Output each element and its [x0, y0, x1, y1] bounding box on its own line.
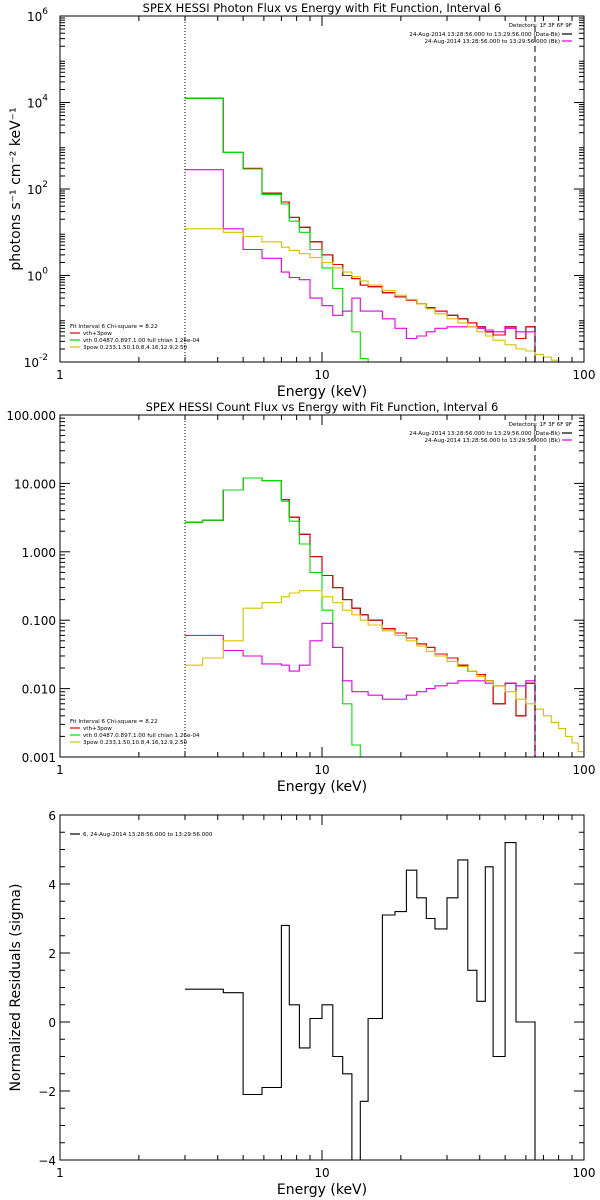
legend-entry: 24-Aug-2014 13:28:56.000 to 13:29:56.000… [424, 39, 560, 45]
y-tick-label: 10-2 [24, 353, 48, 370]
series-line-bk [185, 622, 536, 757]
y-tick-base: 10 [27, 270, 42, 284]
y-tick-exponent: 0 [42, 267, 48, 277]
legend-header: Detectors: 1F 3F 6F 9F [509, 23, 572, 29]
series-line-3pow [185, 228, 584, 362]
x-tick-label: 100 [573, 1166, 596, 1180]
x-tick-label: 1 [56, 1166, 64, 1180]
y-tick-label: 102 [27, 180, 48, 197]
series-group [185, 97, 584, 362]
y-axis-label: photons s⁻¹ cm⁻² keV⁻¹ [8, 107, 24, 270]
series-group [185, 477, 584, 757]
plot-frame [59, 15, 585, 363]
series-line-vth-3pow [185, 97, 536, 362]
y-tick-exponent: 2 [42, 180, 48, 190]
y-tick-label: 0 [48, 1016, 56, 1030]
y-tick-label: 6 [48, 809, 56, 823]
y-axis-label: Normalized Residuals (sigma) [8, 884, 24, 1092]
fit-legend-entry: 3pow 0.233,1.50,10.8,4.16,12.9,2.50 [83, 345, 188, 351]
y-tick-label: 4 [48, 878, 56, 892]
y-tick-base: 10 [27, 97, 42, 111]
x-tick-label: 10 [314, 368, 329, 382]
y-tick-label: 10.000 [14, 477, 56, 491]
count-flux-panel: SPEX HESSI Count Flux vs Energy with Fit… [6, 400, 595, 795]
fit-legend-header: Fit Interval 6 Chi-square = 8.22 [70, 719, 158, 725]
legend-header: Detectors: 1F 3F 6F 9F [509, 422, 572, 428]
y-tick-label: 1.000 [22, 546, 56, 560]
series-line-residuals [185, 842, 536, 1160]
y-tick-label: 0.010 [22, 683, 56, 697]
y-tick-exponent: -2 [39, 353, 48, 363]
fit-legend-entry: vth+3pow [83, 726, 112, 732]
series-line-bk [185, 169, 536, 362]
fit-legend-entry: 6, 24-Aug-2014 13:28:56.000 to 13:29:56.… [83, 832, 213, 838]
y-tick-label: −4 [38, 1154, 56, 1168]
x-tick-label: 10 [314, 763, 329, 777]
x-tick-label: 1 [56, 368, 64, 382]
y-tick-label: 0.001 [22, 751, 56, 765]
series-line-vth [185, 97, 369, 362]
x-tick-label: 100 [573, 763, 596, 777]
series-line-3pow [185, 590, 584, 757]
fit-legend-entry: 3pow 0.233,1.50,10.8,4.16,12.9,2.50 [83, 740, 188, 746]
y-tick-label: 100.000 [6, 409, 56, 423]
residuals-panel: 1 10 100 Energy (keV) −4 −2 0 2 4 6 Normalized Res… [8, 809, 595, 1198]
fit-legend-entry: vth+3pow [83, 331, 112, 337]
y-tick-base: 10 [27, 10, 42, 24]
y-tick-exponent: 4 [42, 94, 48, 104]
x-tick-label: 10 [314, 1166, 329, 1180]
series-group [185, 842, 536, 1160]
y-tick-label: 0.100 [22, 614, 56, 628]
x-axis-label: Energy (keV) [277, 779, 367, 795]
x-axis-label: Energy (keV) [277, 384, 367, 400]
y-tick-label: 106 [27, 7, 48, 24]
series-line-vth [185, 477, 369, 757]
fit-legend-header: Fit Interval 6 Chi-square = 8.22 [70, 324, 158, 330]
legend-entry: 24-Aug-2014 13:28:56.000 to 13:29:56.000… [424, 438, 560, 444]
legend-entry: 24-Aug-2014 13:28:56.000 to 13:29:56.000… [409, 431, 560, 437]
legend-entry: 24-Aug-2014 13:28:56.000 to 13:29:56.000… [409, 32, 560, 38]
y-tick-label: −2 [38, 1085, 56, 1099]
x-axis-label: Energy (keV) [277, 1182, 367, 1198]
fit-legend-entry: vth 0.0487,0.897,1.00 full chian 1.26e-0… [83, 733, 200, 739]
y-tick-label: 104 [27, 94, 48, 111]
y-tick-base: 10 [24, 356, 39, 370]
y-tick-exponent: 6 [42, 7, 48, 17]
fit-legend-entry: vth 0.0487,0.897,1.00 full chian 1.26e-0… [83, 338, 200, 344]
series-line-data-bk [185, 97, 536, 362]
y-tick-label: 2 [48, 947, 56, 961]
photon-flux-panel: SPEX HESSI Photon Flux vs Energy with Fi… [8, 1, 595, 400]
y-tick-label: 100 [27, 267, 48, 284]
chart-title: SPEX HESSI Count Flux vs Energy with Fit… [146, 400, 499, 414]
x-tick-label: 1 [56, 763, 64, 777]
chart-title: SPEX HESSI Photon Flux vs Energy with Fi… [143, 1, 502, 15]
y-tick-base: 10 [27, 183, 42, 197]
x-tick-label: 100 [573, 368, 596, 382]
